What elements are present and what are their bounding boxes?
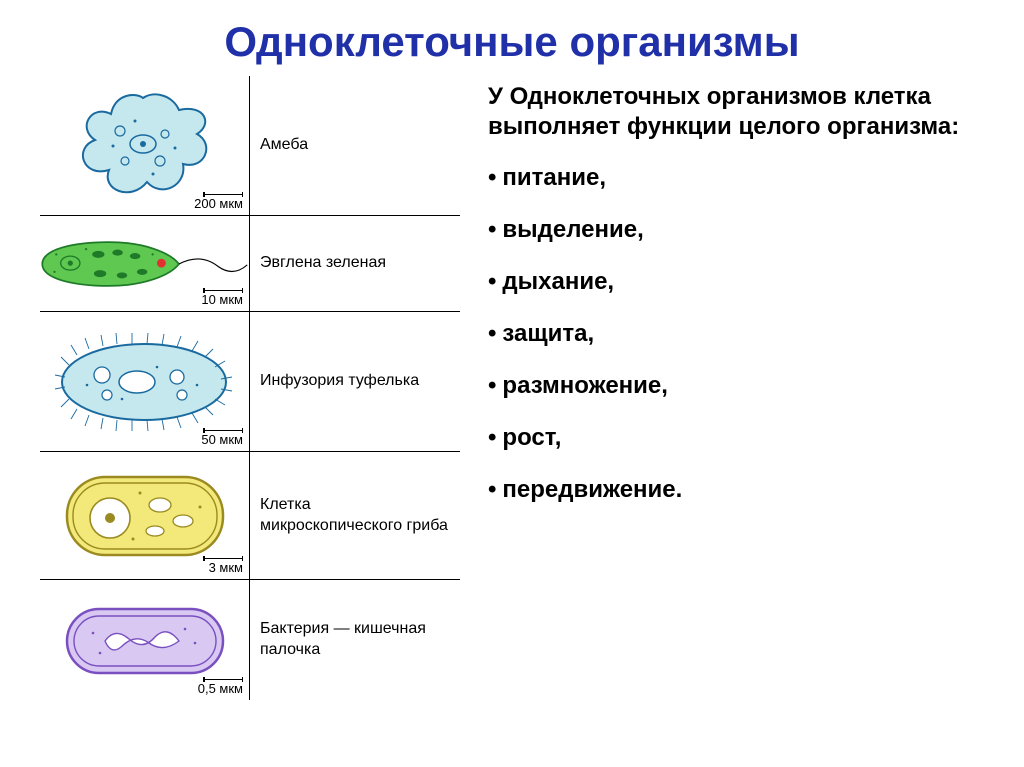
fungus-icon [55,463,235,568]
intro-text: У Одноклеточных организмов клетка выполн… [488,82,994,142]
organisms-diagram: 200 мкм Амеба [40,76,460,736]
func-item: питание, [488,164,994,192]
func-item: размножение, [488,372,994,400]
func-item: дыхание, [488,268,994,296]
bacterium-cell: 0,5 мкм [40,580,250,700]
functions-list: питание, выделение, дыхание, защита, раз… [488,164,994,504]
func-item: выделение, [488,216,994,244]
euglena-cell: 10 мкм [40,216,250,311]
diagram-row-euglena: 10 мкм Эвглена зеленая [40,216,460,312]
label-amoeba: Амеба [250,76,460,215]
paramecium-cell: 50 мкм [40,312,250,451]
func-item: защита, [488,320,994,348]
func-item: рост, [488,424,994,452]
diagram-column: 200 мкм Амеба [0,76,470,736]
amoeba-icon [65,86,225,206]
content-area: 200 мкм Амеба [0,76,1024,736]
func-item: передвижение. [488,476,994,504]
text-column: У Одноклеточных организмов клетка выполн… [470,76,1024,736]
scale-fungus: 3 мкм [203,558,243,576]
label-fungus: Клетка микроскопического гриба [250,452,460,579]
bacterium-icon [55,593,235,688]
scale-bacterium: 0,5 мкм [198,679,243,697]
diagram-row-fungus: 3 мкм Клетка микроскопического гриба [40,452,460,580]
scale-amoeba: 200 мкм [194,194,243,212]
amoeba-cell: 200 мкм [40,76,250,215]
euglena-icon [30,229,249,299]
diagram-row-bacterium: 0,5 мкм Бактерия — кишечная палочка [40,580,460,700]
scale-euglena: 10 мкм [201,290,243,308]
diagram-row-paramecium: 50 мкм Инфузория туфелька [40,312,460,452]
label-euglena: Эвглена зеленая [250,216,460,311]
scale-paramecium: 50 мкм [201,430,243,448]
fungus-cell: 3 мкм [40,452,250,579]
paramecium-icon [47,327,242,437]
page-title: Одноклеточные организмы [0,0,1024,76]
diagram-row-amoeba: 200 мкм Амеба [40,76,460,216]
label-paramecium: Инфузория туфелька [250,312,460,451]
label-bacterium: Бактерия — кишечная палочка [250,580,460,700]
